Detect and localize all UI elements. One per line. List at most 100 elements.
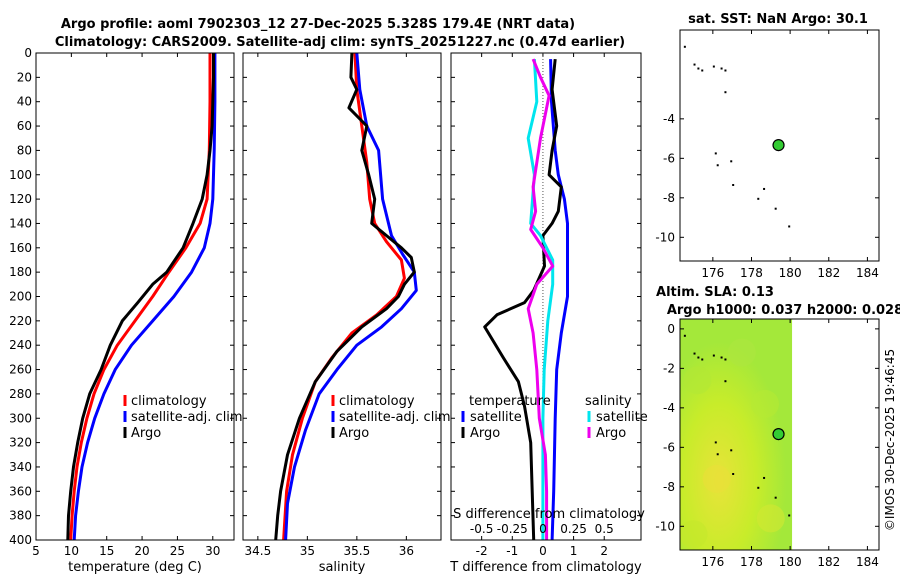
- island-marker: [720, 67, 723, 70]
- map-x-tick-label: 184: [856, 266, 879, 280]
- argo-position-marker: [772, 428, 785, 441]
- legend-label: satellite: [596, 410, 648, 425]
- island-marker: [716, 453, 719, 456]
- map-y-tick-label: -6: [663, 440, 675, 454]
- island-marker: [714, 152, 717, 155]
- salinity-plot-bg: [243, 53, 441, 540]
- island-marker: [763, 476, 766, 479]
- island-marker: [693, 352, 696, 355]
- sla-patch: [683, 366, 712, 395]
- difference-xlabel: T difference from climatology: [449, 560, 642, 575]
- map-x-tick-label: 182: [817, 266, 840, 280]
- salinity-panel: 34.5 35 35.5 36 salinity climatologysatellite…: [242, 52, 451, 575]
- y-tick-label: 360: [9, 484, 32, 498]
- island-marker: [724, 91, 727, 94]
- x-tick-label: 35.5: [343, 544, 370, 558]
- sla-map-title-line2: Argo h1000: 0.037 h2000: 0.028: [667, 303, 900, 318]
- salinity-series-group: [274, 53, 418, 540]
- y-tick-label: 280: [9, 387, 32, 401]
- x-tick-label: 10: [64, 544, 79, 558]
- y-tick-label: 180: [9, 265, 32, 279]
- map-x-tick-label: 182: [817, 555, 840, 569]
- salinity-frame: [242, 52, 442, 541]
- x-tick-label-top: -0.5: [470, 522, 493, 536]
- legend-label: satellite-adj. clim: [131, 410, 243, 425]
- y-tick-label: 120: [9, 192, 32, 206]
- temperature-panel: 0 20 40 60 80 100 120 140 160 180 200 220 240 260 280 3…: [9, 46, 243, 575]
- series-line-satellite-adj-clim: [284, 53, 418, 540]
- x-tick-label: -1: [506, 544, 518, 558]
- y-tick-label: 140: [9, 216, 32, 230]
- map-y-tick-label: -4: [663, 112, 675, 126]
- x-tick-label: 34.5: [244, 544, 271, 558]
- island-marker: [701, 358, 704, 361]
- island-marker: [732, 473, 735, 475]
- legend-label: satellite: [470, 410, 522, 425]
- map-y-tick-label: 0: [667, 322, 675, 336]
- x-tick-label-top: -0.25: [497, 522, 528, 536]
- island-marker: [697, 356, 700, 359]
- y-tick-label: 60: [17, 119, 32, 133]
- series-line-satellite-adj-clim: [72, 53, 217, 540]
- map-x-tick-label: 184: [856, 555, 879, 569]
- y-tick-label: 20: [17, 70, 32, 84]
- island-marker: [712, 354, 715, 357]
- legend-label: Argo: [339, 426, 369, 441]
- y-tick-label: 160: [9, 241, 32, 255]
- x-tick-label: 30: [205, 544, 220, 558]
- x-tick-label-top: 0.5: [595, 522, 614, 536]
- x-tick-label: 2: [600, 544, 608, 558]
- y-tick-label: 0: [24, 46, 32, 60]
- map-x-tick-label: 176: [701, 555, 724, 569]
- sst_map-frame: [679, 29, 880, 262]
- map-y-tick-label: -10: [655, 519, 675, 533]
- legend-label: Argo: [470, 426, 500, 441]
- y-tick-label: 200: [9, 290, 32, 304]
- series-line-s-satellite: [526, 59, 555, 540]
- map-y-tick-label: -4: [663, 401, 675, 415]
- legend-label: Argo: [131, 426, 161, 441]
- series-line-argo: [66, 53, 215, 540]
- map-x-tick-label: 176: [701, 266, 724, 280]
- difference-panel: -2 -1 0 1 2 T difference from climatology temp…: [449, 52, 648, 575]
- difference-series-group: [483, 53, 569, 540]
- island-marker: [716, 164, 719, 167]
- legend-label: Argo: [596, 426, 626, 441]
- series-line-climatology: [282, 53, 406, 540]
- difference-xlabel-top: S difference from climatology: [453, 507, 645, 522]
- island-marker: [732, 184, 735, 186]
- legend-title-salinity: salinity: [585, 394, 632, 409]
- island-marker: [724, 380, 727, 383]
- sla-map-title-line1: Altim. SLA: 0.13: [656, 285, 774, 300]
- temperature-plot-bg: [36, 53, 234, 540]
- sla_map-frame: [679, 318, 880, 551]
- legend-label: climatology: [131, 394, 207, 409]
- x-tick-label: 20: [134, 544, 149, 558]
- map-x-tick-label: 178: [740, 555, 763, 569]
- y-tick-label: 400: [9, 533, 32, 547]
- island-marker: [683, 334, 686, 337]
- x-tick-label-top: 0.25: [560, 522, 587, 536]
- argo-position-marker: [772, 139, 785, 152]
- sla-patch: [756, 504, 785, 533]
- x-tick-label: 25: [170, 544, 185, 558]
- island-marker: [788, 514, 791, 517]
- island-marker: [683, 45, 686, 48]
- x-tick-label: 0: [539, 544, 547, 558]
- island-marker: [701, 69, 704, 72]
- map-x-tick-label: 180: [779, 266, 802, 280]
- map-y-tick-label: -6: [663, 151, 675, 165]
- x-tick-label: 35: [300, 544, 315, 558]
- imos-watermark: ©IMOS 30-Dec-2025 19:46:45: [883, 349, 897, 531]
- temperature-xlabel: temperature (deg C): [68, 560, 202, 575]
- island-marker: [757, 486, 760, 489]
- x-tick-label: 15: [99, 544, 114, 558]
- x-tick-label: 36: [399, 544, 414, 558]
- x-tick-label: 5: [32, 544, 40, 558]
- map-x-tick-label: 178: [740, 266, 763, 280]
- island-marker: [757, 197, 760, 200]
- y-tick-label: 80: [17, 143, 32, 157]
- island-marker: [730, 160, 733, 163]
- island-marker: [763, 187, 766, 190]
- temperature-frame: [35, 52, 235, 541]
